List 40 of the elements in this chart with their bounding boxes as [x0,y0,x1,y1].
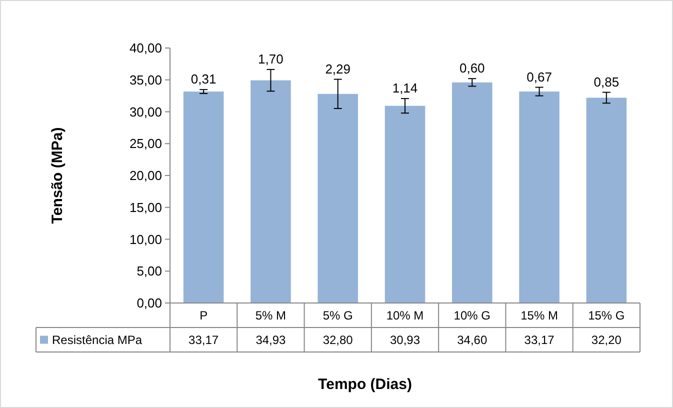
y-tick-label: 40,00 [129,40,162,56]
y-tick-label: 25,00 [129,136,162,152]
bar [250,80,291,303]
y-tick-label: 10,00 [129,232,162,247]
annotation: 0,67 [526,69,552,84]
bar [183,92,224,303]
x-tick-label: 5% G [322,308,353,322]
x-tick-label: 15% M [520,308,558,322]
y-tick-label: 20,00 [129,168,162,184]
x-axis-title: Tempo (Dias) [318,376,412,393]
y-tick-label: 0,00 [136,296,162,311]
bar [384,106,426,303]
annotation: 1,70 [258,51,284,66]
data-label: 33,17 [524,332,555,347]
annotation: 0,60 [459,60,485,76]
y-tick-label: 5,00 [136,264,162,279]
data-label: 34,60 [457,332,488,347]
legend-label: Resistência MPa [52,332,142,347]
data-label: 33,17 [188,332,219,347]
y-tick-label: 15,00 [129,200,162,215]
y-tick-label: 35,00 [129,72,162,88]
x-tick-label: 10% M [386,308,424,322]
x-tick-label: 15% G [588,308,625,322]
data-label: 34,93 [256,332,286,347]
annotation: 1,14 [392,80,418,96]
data-label: 32,80 [322,332,354,347]
annotation: 0,31 [190,72,216,87]
x-tick-label: 10% G [454,308,490,322]
data-label: 32,20 [591,332,622,347]
annotation: 2,29 [325,61,351,76]
y-tick-label: 30,00 [129,104,162,120]
bar [519,92,560,303]
annotation: 0,85 [594,74,620,90]
bar [586,98,627,303]
data-label: 30,93 [390,332,420,347]
x-tick-label: P [200,308,208,322]
x-tick-label: 5% M [255,308,286,322]
bar [318,94,358,303]
y-axis-title: Tensão (MPa) [49,127,66,224]
bar [452,82,492,303]
